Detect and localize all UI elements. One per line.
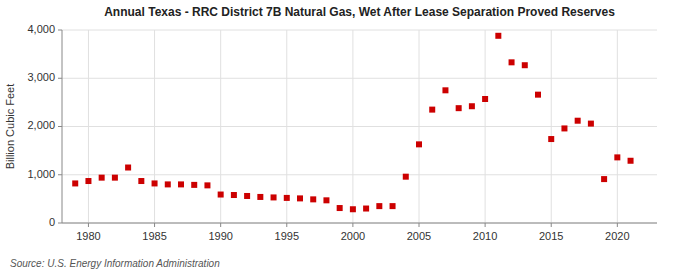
source-note: Source: U.S. Energy Information Administ… xyxy=(10,258,220,269)
x-tick-label: 1980 xyxy=(76,230,100,242)
point xyxy=(442,87,448,93)
chart-container: 0 1,000 2,000 3,000 4,000 1980 1985 1990 1995 200… xyxy=(0,0,675,275)
point xyxy=(588,121,594,127)
point xyxy=(244,193,250,199)
y-grid-line xyxy=(62,126,657,127)
y-axis-line xyxy=(62,30,63,223)
x-tick xyxy=(617,223,618,227)
y-tick-label: 0 xyxy=(49,216,55,228)
y-tick xyxy=(58,174,62,175)
point xyxy=(628,158,634,164)
point xyxy=(429,107,435,113)
point xyxy=(257,194,263,200)
x-tick xyxy=(154,223,155,227)
x-tick xyxy=(220,223,221,227)
y-tick-label: 4,000 xyxy=(27,23,55,35)
point xyxy=(284,195,290,201)
x-tick-label: 2020 xyxy=(605,230,629,242)
point xyxy=(85,178,91,184)
point xyxy=(456,105,462,111)
y-tick xyxy=(58,223,62,224)
x-tick-label: 2015 xyxy=(539,230,563,242)
y-grid-line xyxy=(62,174,657,175)
point xyxy=(495,33,501,39)
point xyxy=(310,196,316,202)
x-tick xyxy=(88,223,89,227)
point xyxy=(231,192,237,198)
point xyxy=(112,175,118,181)
point xyxy=(125,165,131,171)
point xyxy=(297,195,303,201)
point xyxy=(575,118,581,124)
x-grid-line xyxy=(419,30,420,223)
point xyxy=(376,203,382,209)
y-grid-line xyxy=(62,223,657,224)
y-tick-label: 2,000 xyxy=(27,119,55,131)
points xyxy=(72,33,633,212)
x-tick xyxy=(352,223,353,227)
point xyxy=(403,174,409,180)
x-grid-line xyxy=(352,30,353,223)
point xyxy=(138,178,144,184)
point xyxy=(350,206,356,212)
y-axis-label: Billion Cubic Feet xyxy=(4,84,16,170)
y-tick-label: 3,000 xyxy=(27,71,55,83)
point xyxy=(416,141,422,147)
y-grid-line xyxy=(62,78,657,79)
x-tick-label: 2010 xyxy=(473,230,497,242)
x-tick xyxy=(419,223,420,227)
x-tick-label: 2000 xyxy=(341,230,365,242)
point xyxy=(535,92,541,98)
point xyxy=(191,182,197,188)
axes: 0 1,000 2,000 3,000 4,000 1980 1985 1990 1995 200… xyxy=(27,23,657,242)
point xyxy=(323,197,329,203)
x-tick-label: 2005 xyxy=(407,230,431,242)
point xyxy=(178,181,184,187)
point xyxy=(204,182,210,188)
x-tick-label: 1985 xyxy=(142,230,166,242)
x-tick-label: 1990 xyxy=(208,230,232,242)
x-tick xyxy=(485,223,486,227)
y-tick xyxy=(58,78,62,79)
point xyxy=(165,181,171,187)
x-grid-line xyxy=(617,30,618,223)
x-grid-line xyxy=(154,30,155,223)
y-tick xyxy=(58,30,62,31)
y-grid-line xyxy=(62,30,657,31)
point xyxy=(561,125,567,131)
x-grid-line xyxy=(485,30,486,223)
title: Annual Texas - RRC District 7B Natural G… xyxy=(104,5,615,19)
point xyxy=(152,180,158,186)
chart: 0 1,000 2,000 3,000 4,000 1980 1985 1990 1995 200… xyxy=(0,0,675,275)
x-tick xyxy=(551,223,552,227)
x-grid-line xyxy=(286,30,287,223)
point xyxy=(509,59,515,65)
x-axis-line xyxy=(62,223,657,224)
point xyxy=(522,62,528,68)
point xyxy=(363,206,369,212)
point xyxy=(271,194,277,200)
x-tick-label: 1995 xyxy=(275,230,299,242)
y-tick-label: 1,000 xyxy=(27,168,55,180)
grid xyxy=(62,30,657,223)
y-tick xyxy=(58,126,62,127)
point xyxy=(482,96,488,102)
point xyxy=(614,154,620,160)
point xyxy=(390,203,396,209)
x-grid-line xyxy=(88,30,89,223)
x-grid-line xyxy=(551,30,552,223)
point xyxy=(72,180,78,186)
point xyxy=(601,176,607,182)
point xyxy=(337,205,343,211)
point xyxy=(548,136,554,142)
x-tick xyxy=(286,223,287,227)
point xyxy=(218,192,224,198)
point xyxy=(99,175,105,181)
point xyxy=(469,103,475,109)
